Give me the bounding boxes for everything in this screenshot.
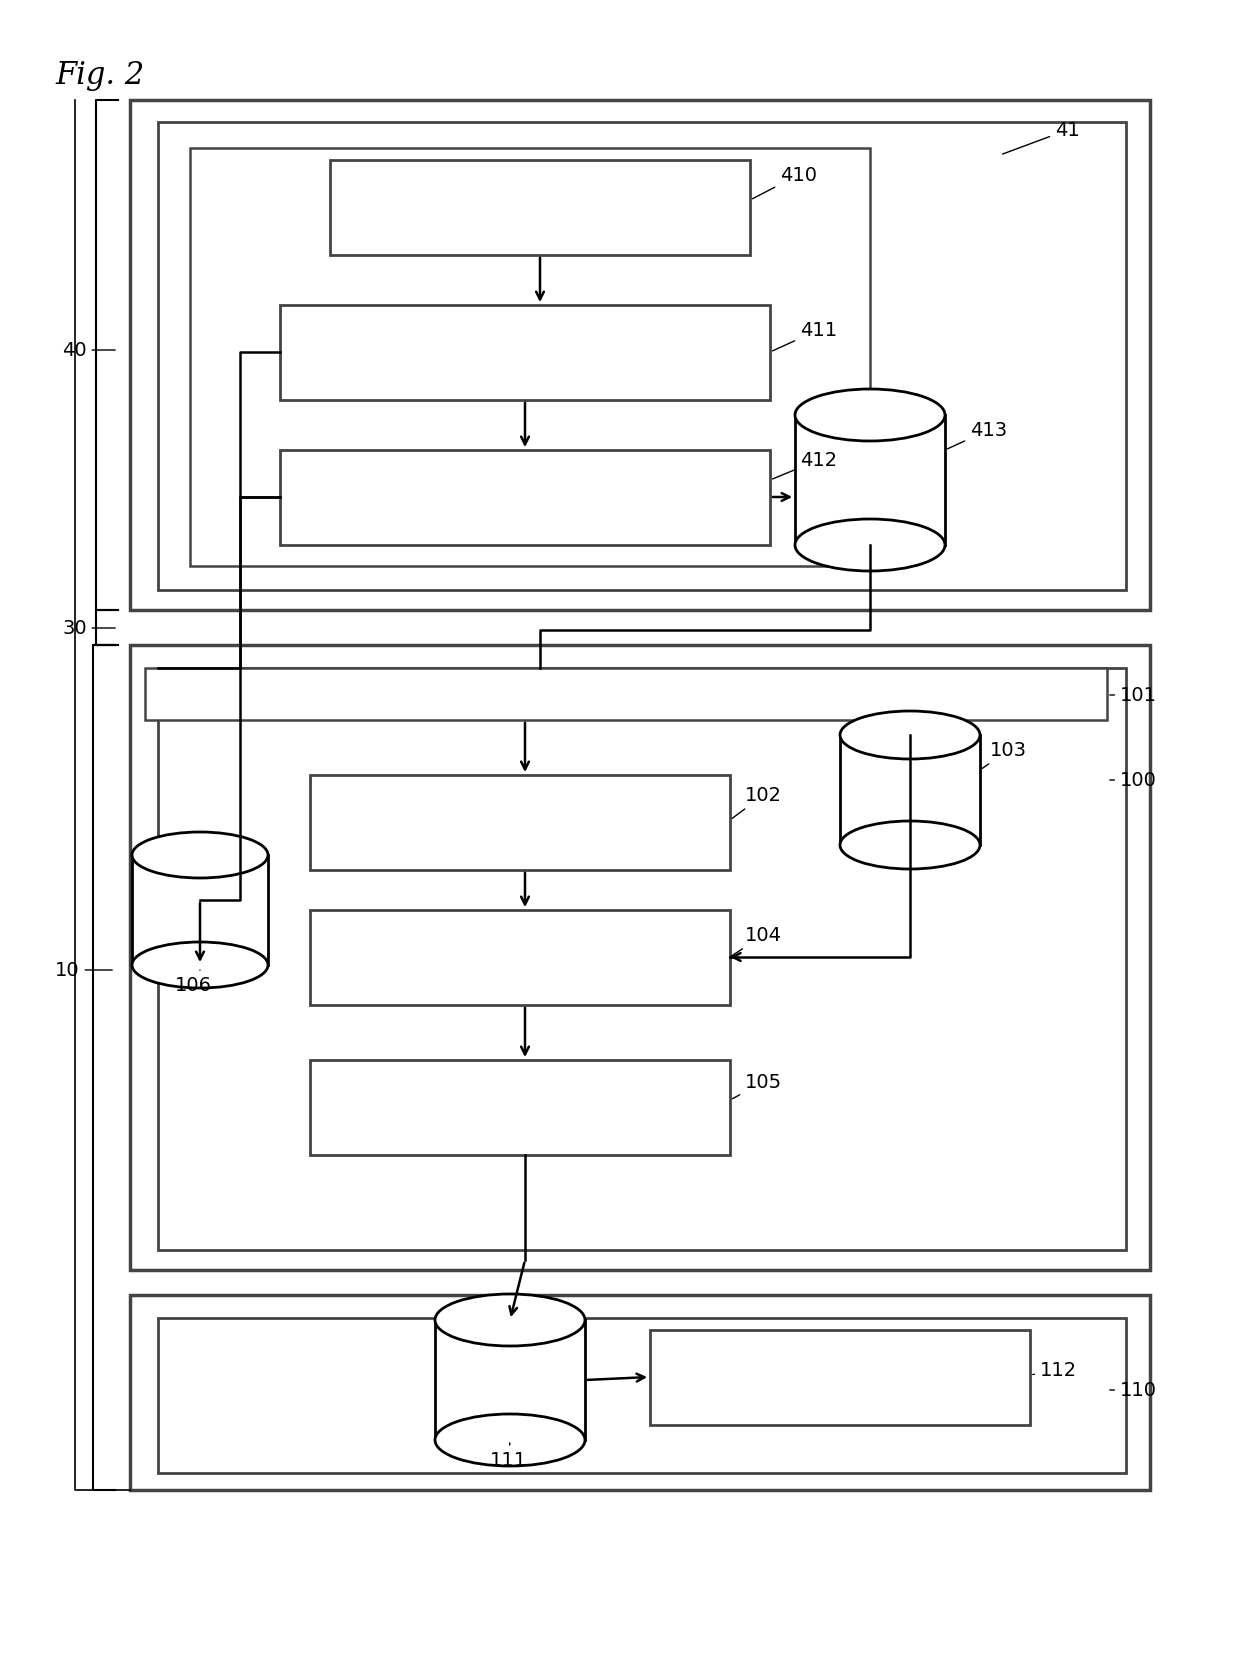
Bar: [280, 450, 770, 544]
Text: 410: 410: [753, 166, 817, 198]
Bar: [190, 148, 870, 566]
Bar: [310, 911, 730, 1005]
Text: 104: 104: [733, 926, 782, 956]
Text: 100: 100: [1110, 771, 1157, 790]
Bar: [131, 855, 268, 964]
Text: 10: 10: [55, 961, 113, 979]
Bar: [280, 306, 770, 400]
Bar: [157, 669, 1126, 1250]
Bar: [130, 645, 1149, 1270]
Ellipse shape: [435, 1294, 585, 1346]
Bar: [157, 123, 1126, 590]
Bar: [157, 1319, 1126, 1473]
Bar: [650, 1331, 1030, 1425]
Text: 105: 105: [733, 1072, 782, 1099]
Bar: [310, 1060, 730, 1156]
Ellipse shape: [795, 519, 945, 571]
Bar: [435, 1320, 585, 1440]
Ellipse shape: [131, 942, 268, 988]
Bar: [795, 415, 945, 544]
Text: 411: 411: [773, 321, 837, 351]
Bar: [130, 1295, 1149, 1490]
Text: 40: 40: [62, 341, 115, 360]
Text: 102: 102: [733, 786, 782, 818]
Text: 112: 112: [1033, 1361, 1078, 1379]
Ellipse shape: [435, 1415, 585, 1467]
Ellipse shape: [839, 711, 980, 759]
Text: Fig. 2: Fig. 2: [55, 60, 144, 91]
Text: 110: 110: [1110, 1381, 1157, 1399]
Ellipse shape: [795, 390, 945, 442]
Bar: [145, 669, 1107, 721]
Ellipse shape: [839, 822, 980, 869]
Bar: [330, 160, 750, 255]
Text: 101: 101: [1110, 685, 1157, 704]
Text: 412: 412: [773, 450, 837, 479]
Bar: [839, 736, 980, 845]
Bar: [310, 774, 730, 870]
Text: 413: 413: [947, 420, 1007, 449]
Bar: [130, 101, 1149, 610]
Text: 106: 106: [175, 969, 212, 995]
Text: 30: 30: [62, 618, 115, 637]
Text: 41: 41: [1003, 121, 1080, 155]
Ellipse shape: [131, 832, 268, 879]
Text: 111: 111: [490, 1443, 527, 1470]
Text: 103: 103: [982, 741, 1027, 768]
